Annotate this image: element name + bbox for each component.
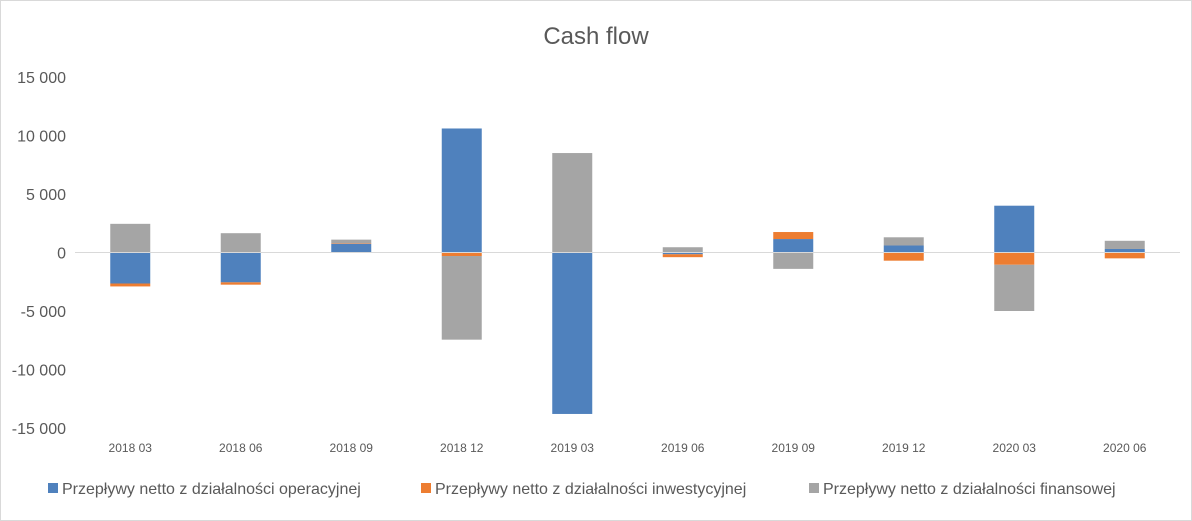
legend-label: Przepływy netto z działalności finansowe… (823, 481, 1116, 498)
bar-2019-09-series-2 (773, 232, 814, 240)
y-tick-label: -15 000 (12, 421, 66, 438)
bar-2020-03-series-3 (994, 264, 1035, 311)
bar-2018-09-series-1 (331, 243, 372, 253)
bar-2019-12-series-3 (883, 237, 924, 246)
legend-label: Przepływy netto z działalności inwestycy… (435, 481, 746, 498)
legend-entry: Przepływy netto z działalności operacyjn… (48, 481, 361, 498)
y-tick-label: 0 (57, 246, 66, 263)
bar-2018-09-series-2 (331, 243, 372, 244)
legend-entry: Przepływy netto z działalności finansowe… (809, 481, 1116, 498)
bar-2018-12-series-2 (441, 252, 482, 257)
bar-2019-09-series-3 (773, 252, 814, 269)
bar-2019-09-series-1 (773, 239, 814, 253)
bar-2018-12-series-3 (441, 256, 482, 340)
chart-title: Cash flow (543, 23, 649, 50)
x-tick-label: 2018 06 (219, 441, 263, 455)
bar-2019-06-series-1 (662, 252, 703, 255)
bar-2018-06-series-3 (220, 233, 261, 253)
x-tick-label: 2019 06 (661, 441, 705, 455)
bar-2018-09-series-3 (331, 239, 372, 244)
bar-2018-12-series-1 (441, 128, 482, 253)
x-tick-label: 2018 12 (440, 441, 484, 455)
x-tick-label: 2018 03 (109, 441, 153, 455)
bar-2020-03-series-2 (994, 252, 1035, 265)
y-axis: 15 000 10 000 5 000 0 -5 000 -10 000 -15 000 (12, 70, 66, 438)
bar-2019-12-series-1 (883, 245, 924, 253)
legend-swatch (48, 483, 58, 493)
x-tick-label: 2020 03 (993, 441, 1037, 455)
bar-2018-03-series-1 (110, 252, 151, 284)
x-tick-label: 2019 09 (772, 441, 816, 455)
x-axis: 2018 03 2018 06 2018 09 2018 12 2019 03 2019 … (109, 441, 1147, 455)
x-tick-label: 2019 12 (882, 441, 926, 455)
bar-2020-06-series-3 (1104, 240, 1145, 249)
legend: Przepływy netto z działalności operacyjn… (48, 481, 1116, 498)
y-tick-label: 15 000 (17, 70, 66, 87)
bar-2018-03-series-2 (110, 283, 151, 287)
bar-2020-06-series-1 (1104, 248, 1145, 253)
y-tick-label: 10 000 (17, 129, 66, 146)
legend-label: Przepływy netto z działalności operacyjn… (62, 481, 361, 498)
bar-2019-03-series-1 (552, 252, 593, 414)
bar-2018-06-series-1 (220, 252, 261, 283)
x-tick-label: 2019 03 (551, 441, 595, 455)
legend-entry: Przepływy netto z działalności inwestycy… (421, 481, 746, 498)
bar-2019-06-series-3 (662, 247, 703, 253)
y-tick-label: 5 000 (26, 187, 66, 204)
bar-2019-03-series-3 (552, 153, 593, 253)
y-tick-label: -10 000 (12, 363, 66, 380)
bar-2019-12-series-2 (883, 252, 924, 261)
legend-swatch (809, 483, 819, 493)
y-tick-label: -5 000 (21, 304, 66, 321)
bars (110, 128, 1145, 414)
bar-2020-03-series-1 (994, 205, 1035, 253)
legend-swatch (421, 483, 431, 493)
bar-2018-03-series-3 (110, 223, 151, 253)
bar-2020-06-series-2 (1104, 252, 1145, 259)
bar-2019-06-series-2 (662, 254, 703, 258)
x-tick-label: 2018 09 (330, 441, 374, 455)
x-tick-label: 2020 06 (1103, 441, 1147, 455)
bar-2018-06-series-2 (220, 282, 261, 285)
